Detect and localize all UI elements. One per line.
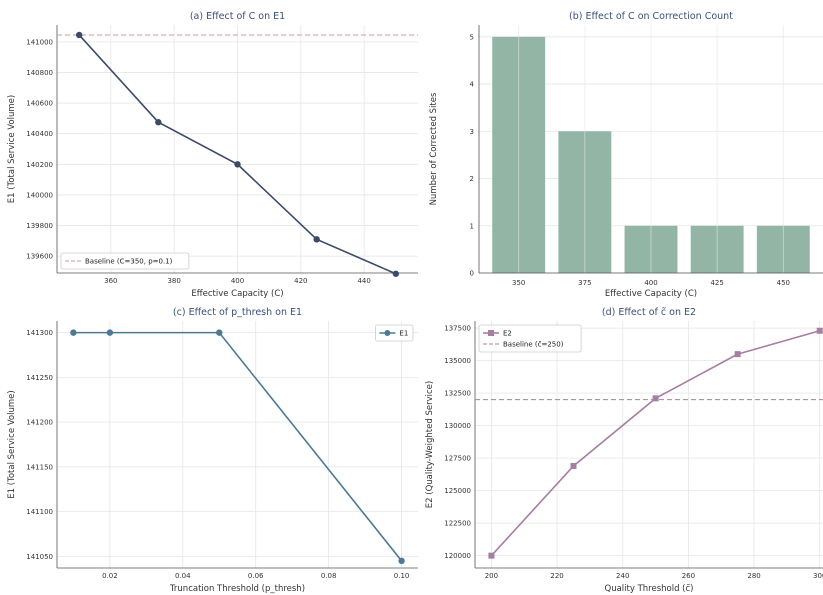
panel-b: 0 1 2 3 4 5 350 375 400 425 450 (b) Effect of C on …	[429, 11, 823, 299]
x-tick-label: 240	[616, 572, 629, 580]
y-tick-label: 141150	[26, 463, 53, 471]
data-point	[652, 395, 659, 402]
x-tick-label: 400	[231, 277, 244, 285]
y-tick-label: 140800	[26, 69, 53, 77]
y-tick-label: 141300	[26, 329, 53, 337]
y-tick-label: 3	[470, 128, 474, 136]
x-tick-label: 200	[485, 572, 498, 580]
panel-c: 0.02 0.04 0.06 0.08 0.10 141050 141100 141150 14…	[7, 307, 418, 594]
data-point	[216, 329, 223, 336]
legend: Baseline (C=350, p=0.1)	[60, 252, 190, 270]
legend-label: E2	[503, 330, 512, 338]
y-axis-label-b: Number of Corrected Sites	[429, 92, 439, 205]
legend-label: E1	[399, 330, 408, 338]
y-tick-label: 139600	[26, 253, 53, 261]
legend-box	[60, 252, 190, 270]
data-point	[734, 351, 741, 358]
x-tick-label: 350	[512, 279, 525, 287]
legend-label: Baseline (c̃=250)	[503, 341, 564, 349]
panel-a: 360 380 400 420 440 139600 139800 140000 140200 1…	[7, 11, 418, 299]
chart-title-c: (c) Effect of p_thresh on E1	[173, 307, 302, 318]
y-tick-label: 4	[470, 81, 475, 89]
panel-d: 200 220 240 260 280 300 120000 122500 125000 1275…	[425, 307, 823, 594]
y-axis-label-a: E1 (Total Service Volume)	[7, 95, 17, 203]
x-axis-label-a: Effective Capacity (C)	[191, 289, 283, 299]
data-point	[106, 329, 114, 336]
legend-marker	[384, 330, 391, 336]
x-tick-label: 400	[644, 279, 657, 287]
chart-title-d: (d) Effect of c̃ on E2	[602, 307, 696, 318]
y-tick-label: 130000	[444, 422, 471, 430]
x-tick-label: 375	[578, 279, 591, 287]
data-point	[234, 161, 241, 168]
y-axis-label-c: E1 (Total Service Volume)	[7, 390, 17, 498]
y-tick-label: 141200	[26, 419, 53, 427]
x-tick-label: 450	[777, 279, 790, 287]
chart-title-a: (a) Effect of C on E1	[190, 11, 285, 22]
data-point	[398, 557, 405, 565]
data-point	[155, 119, 162, 126]
y-tick-label: 141250	[26, 374, 53, 382]
x-tick-label: 0.04	[175, 572, 191, 580]
y-tick-label: 141050	[26, 553, 53, 561]
x-tick-label: 380	[167, 277, 180, 285]
y-tick-label: 132500	[444, 390, 471, 398]
x-tick-label: 0.02	[102, 572, 118, 580]
legend-box	[478, 324, 582, 353]
y-tick-label: 0	[470, 270, 474, 278]
data-point	[75, 31, 83, 39]
x-axis-label-d: Quality Threshold (c̃)	[605, 584, 694, 594]
x-tick-label: 0.06	[248, 572, 264, 580]
x-tick-label: 260	[682, 572, 695, 580]
x-tick-label: 420	[294, 277, 307, 285]
data-point	[392, 270, 400, 277]
y-tick-label: 1	[470, 222, 474, 230]
x-tick-label: 280	[747, 572, 760, 580]
legend: E2 Baseline (c̃=250)	[478, 324, 582, 353]
y-tick-label: 2	[470, 175, 474, 183]
data-point	[570, 462, 577, 469]
x-tick-label: 0.10	[394, 572, 410, 580]
y-tick-label: 140400	[26, 130, 53, 138]
data-point	[488, 552, 495, 559]
y-tick-label: 137500	[444, 325, 471, 333]
data-point	[70, 329, 77, 336]
x-tick-label: 220	[550, 572, 563, 580]
y-tick-label: 135000	[444, 357, 471, 365]
y-tick-label: 122500	[444, 520, 471, 528]
y-tick-label: 141100	[26, 508, 53, 516]
data-point	[816, 327, 823, 334]
series-line	[73, 331, 403, 562]
y-tick-label: 5	[470, 33, 474, 41]
x-axis-label-b: Effective Capacity (C)	[605, 289, 697, 299]
chart-title-b: (b) Effect of C on Correction Count	[569, 11, 733, 22]
y-tick-label: 140600	[26, 100, 53, 108]
y-tick-label: 139800	[26, 222, 53, 230]
x-tick-label: 360	[104, 277, 117, 285]
y-tick-label: 127500	[444, 455, 471, 463]
legend: E1	[374, 324, 414, 342]
x-tick-label: 300	[813, 572, 823, 580]
y-axis-label-d: E2 (Quality-Weighted Service)	[425, 381, 435, 508]
data-point	[313, 236, 320, 243]
x-axis-label-c: Truncation Threshold (p_thresh)	[169, 584, 305, 594]
y-tick-label: 140200	[26, 161, 53, 169]
y-tick-label: 125000	[444, 487, 471, 495]
legend-marker	[488, 330, 494, 336]
series-line	[490, 329, 820, 557]
y-tick-label: 141000	[26, 38, 53, 46]
y-tick-label: 120000	[444, 552, 471, 560]
x-tick-label: 440	[357, 277, 370, 285]
y-tick-label: 140000	[26, 191, 53, 199]
x-tick-label: 0.08	[321, 572, 337, 580]
legend-label: Baseline (C=350, p=0.1)	[85, 258, 173, 266]
x-tick-label: 425	[710, 279, 723, 287]
